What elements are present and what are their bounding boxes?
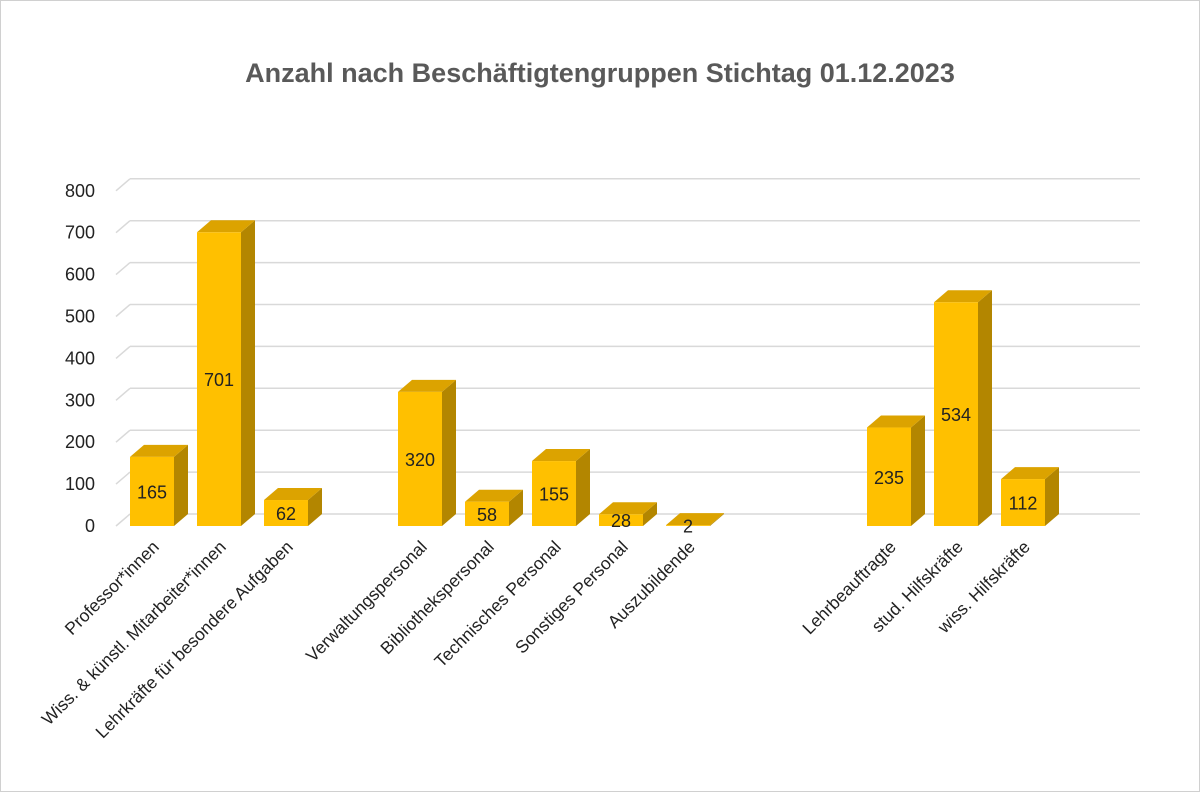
gridline-depth [115,513,131,527]
gridline-depth [115,178,131,192]
bar-side [174,444,188,526]
data-label: 28 [611,511,631,531]
y-tick-label: 700 [65,223,95,243]
data-label: 165 [137,482,167,502]
category-label: Verwaltungspersonal [302,537,431,666]
bar [934,302,978,526]
bar [599,514,643,526]
y-tick-label: 600 [65,265,95,285]
bar [465,501,509,526]
bar-side [241,220,255,526]
bar-side [978,290,992,526]
bar-top [465,489,523,502]
bar-top [599,502,657,515]
bar-side [509,489,523,526]
data-label: 112 [1009,494,1038,514]
bar [666,525,710,526]
gridline-depth [115,220,131,234]
bar [867,427,911,526]
gridline-depth [115,387,131,401]
category-label: Bibliothekspersonal [376,537,497,658]
bar-side [710,513,724,526]
bar-side [442,379,456,526]
bar-top [398,379,456,392]
bar [197,232,241,526]
bar-side [576,449,590,526]
y-tick-label: 100 [65,474,95,494]
data-label: 58 [477,505,497,525]
y-tick-label: 800 [65,181,95,201]
data-label: 701 [204,370,234,390]
data-label: 155 [539,485,569,505]
y-tick-label: 200 [65,432,95,452]
y-tick-label: 400 [65,348,95,368]
category-label: Sonstiges Personal [511,537,632,658]
bar-side [308,488,322,526]
y-tick-label: 300 [65,390,95,410]
data-label: 235 [874,468,904,488]
data-label: 534 [941,405,971,425]
bar [1001,479,1045,526]
bar-top [532,449,590,462]
bar [532,461,576,526]
gridline-depth [115,471,131,485]
y-tick-label: 0 [85,516,95,536]
bar [398,391,442,526]
bar [264,500,308,526]
bar-top [867,415,925,428]
gridline-depth [115,345,131,359]
bar-top [264,488,322,501]
bar-side [911,415,925,526]
chart-title: Anzahl nach Beschäftigtengruppen Stichta… [245,58,955,88]
bar-top [130,444,188,457]
bar-top [666,513,724,526]
gridline-depth [115,303,131,318]
bar-top [197,220,255,233]
category-label: Technisches Personal [430,537,565,672]
data-label: 320 [405,450,435,470]
gridline-depth [115,429,131,443]
y-tick-label: 500 [65,307,95,327]
bar-side [1045,467,1059,526]
gridline-depth [115,262,131,276]
bar-top [934,290,992,303]
bar-top [1001,467,1059,480]
bar-side [643,502,657,526]
data-label: 62 [276,504,296,524]
data-label: 2 [683,517,693,537]
bar [130,456,174,526]
